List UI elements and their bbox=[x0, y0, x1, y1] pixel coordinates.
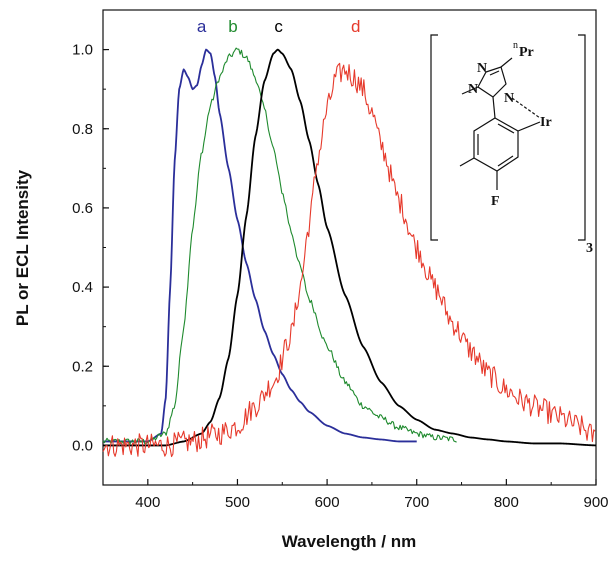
propyl-bond bbox=[500, 57, 513, 68]
right-bracket bbox=[578, 34, 586, 241]
ir-dative-bond bbox=[511, 97, 541, 119]
phenyl-inner-2 bbox=[497, 123, 515, 134]
series-label-c: c bbox=[274, 17, 283, 36]
series-labels: a b c d bbox=[197, 17, 361, 36]
atom-f: F bbox=[491, 194, 500, 209]
left-bracket bbox=[430, 34, 438, 241]
y-tick-label: 0.8 bbox=[72, 121, 93, 138]
methyl-bond bbox=[461, 86, 479, 95]
y-axis-title: PL or ECL Intensity bbox=[13, 169, 32, 326]
x-tick-label: 900 bbox=[583, 494, 608, 511]
propyl-superscript: n bbox=[513, 40, 518, 51]
series-label-b: b bbox=[228, 17, 237, 36]
atom-n-right: N bbox=[504, 91, 514, 106]
series-label-a: a bbox=[197, 17, 207, 36]
plot-frame bbox=[102, 9, 597, 486]
molecule-structure bbox=[430, 34, 586, 241]
atom-n-top: N bbox=[477, 61, 487, 76]
bracket-subscript: 3 bbox=[586, 241, 593, 256]
y-tick-label: 1.0 bbox=[72, 42, 93, 59]
triazole-double-bond bbox=[489, 70, 500, 76]
x-tick-label: 500 bbox=[225, 494, 250, 511]
series-label-d: d bbox=[351, 17, 360, 36]
y-tick-label: 0.2 bbox=[72, 358, 93, 375]
atom-n-left: N bbox=[468, 82, 478, 97]
x-axis-title: Wavelength / nm bbox=[282, 532, 416, 551]
triazole-phenyl-bond bbox=[492, 96, 496, 119]
atom-ir: Ir bbox=[540, 115, 552, 130]
ticks: 400 500 600 700 800 900 0.0 0.2 0.4 0.6 0.8 1.0 bbox=[72, 9, 609, 511]
x-tick-label: 600 bbox=[315, 494, 340, 511]
y-tick-label: 0.4 bbox=[72, 279, 93, 296]
series-line-b bbox=[102, 47, 457, 445]
phenyl-ir-bond bbox=[517, 121, 541, 132]
phenyl-methyl-bond bbox=[459, 157, 475, 167]
x-tick-label: 400 bbox=[135, 494, 160, 511]
series-line-d bbox=[102, 62, 596, 458]
propyl-label: Pr bbox=[519, 45, 534, 60]
y-tick-label: 0.0 bbox=[72, 437, 93, 454]
phenyl-ring bbox=[473, 117, 519, 172]
y-tick-label: 0.6 bbox=[72, 200, 93, 217]
phenyl-inner-3 bbox=[497, 155, 514, 167]
molecule-labels: N N N Ir F n Pr 3 bbox=[468, 40, 593, 256]
series-line-c bbox=[103, 48, 597, 447]
x-tick-label: 700 bbox=[404, 494, 429, 511]
series-line-a bbox=[103, 48, 417, 443]
triazole-ring bbox=[477, 66, 507, 98]
series-group bbox=[102, 47, 597, 458]
x-tick-label: 800 bbox=[494, 494, 519, 511]
